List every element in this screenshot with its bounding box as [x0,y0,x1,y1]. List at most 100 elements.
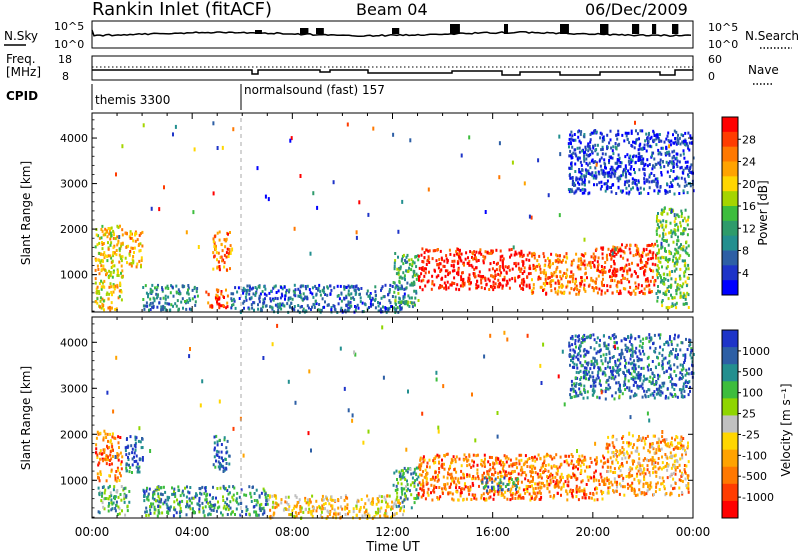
data-cell [519,252,522,256]
data-cell [413,270,416,273]
data-cell [605,182,608,185]
data-cell [288,504,291,508]
data-cell [676,159,679,163]
data-cell [218,306,221,310]
data-cell [304,496,307,500]
data-cell [218,505,221,509]
data-cell [671,231,674,235]
data-cell [216,302,219,306]
data-cell [212,485,214,489]
data-cell [473,272,476,276]
data-cell [108,501,110,505]
data-cell [233,486,236,490]
data-cell [660,467,663,471]
data-cell [109,243,112,247]
data-cell [539,468,542,472]
data-cell [243,306,245,310]
data-cell [280,307,283,311]
data-cell [647,459,650,463]
data-cell [514,492,517,496]
velocity-scatter [95,323,695,520]
data-cell [467,458,470,462]
data-speck [523,181,526,186]
data-cell [119,474,122,478]
data-cell [171,492,174,496]
data-cell [668,249,671,253]
data-cell [108,495,111,498]
data-cell [165,502,168,506]
data-cell [103,308,105,312]
data-cell [570,274,573,278]
data-cell [438,454,441,458]
data-cell [631,446,634,449]
data-cell [573,288,576,292]
data-cell [462,277,465,281]
data-cell [652,244,655,248]
data-cell [655,219,658,223]
data-cell [420,462,423,466]
data-cell [320,308,323,312]
data-cell [508,268,511,272]
data-cell [666,468,669,472]
data-cell [159,500,162,504]
data-cell [429,478,432,481]
data-cell [611,271,614,275]
data-cell [497,484,500,488]
data-cell [282,303,285,307]
data-cell [641,129,644,133]
data-cell [380,287,383,290]
data-cell [485,484,488,488]
data-cell [492,280,495,284]
colorbar-swatch [722,161,738,177]
data-cell [660,224,663,228]
data-cell [349,300,352,304]
data-cell [320,510,323,514]
data-cell [99,457,101,461]
data-cell [203,514,206,518]
data-cell [143,492,146,496]
data-cell [230,512,233,516]
data-cell [484,276,486,280]
data-cell [672,209,675,213]
data-cell [604,461,607,465]
data-cell [295,505,298,509]
data-cell [468,492,471,496]
data-cell [106,235,109,239]
data-cell [116,283,119,287]
data-cell [616,485,618,489]
data-cell [112,290,115,294]
data-cell [676,182,679,186]
data-cell [133,246,136,250]
data-cell [593,131,596,135]
data-cell [524,454,527,458]
data-cell [537,276,540,279]
data-cell [188,497,191,501]
data-cell [589,475,591,479]
data-cell [609,275,611,279]
data-cell [658,225,660,229]
data-cell [226,301,229,305]
data-cell [375,512,378,516]
data-cell [118,479,121,482]
colorbar-swatch [722,206,738,222]
data-cell [643,287,646,291]
data-cell [422,457,425,461]
data-cell [568,490,571,494]
data-cell [635,183,638,187]
data-cell [578,146,581,150]
data-cell [447,471,449,475]
data-cell [667,139,670,142]
data-cell [612,444,615,448]
data-cell [131,246,134,250]
data-cell [161,493,164,497]
data-cell [608,171,611,174]
data-cell [232,297,235,301]
data-cell [497,492,500,496]
data-cell [679,294,682,298]
data-cell [583,133,586,136]
data-cell [650,290,653,293]
data-cell [672,165,675,169]
data-cell [508,477,511,480]
data-cell [668,160,671,164]
data-cell [686,276,689,280]
